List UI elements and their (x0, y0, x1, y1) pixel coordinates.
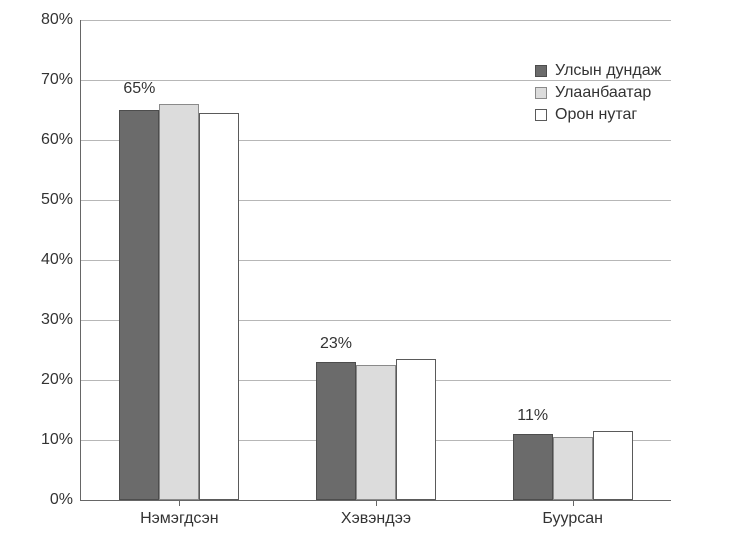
x-tick-label: Нэмэгдсэн (140, 500, 219, 528)
y-tick-label: 40% (41, 251, 81, 269)
y-tick-label: 60% (41, 131, 81, 149)
y-tick-label: 70% (41, 71, 81, 89)
data-label: 65% (123, 80, 155, 98)
y-tick-label: 10% (41, 431, 81, 449)
legend-item: Улаанбаатар (535, 84, 661, 102)
legend: Улсын дундаж Улаанбаатар Орон нутаг (535, 62, 661, 128)
bar (119, 110, 159, 500)
y-tick-label: 80% (41, 11, 81, 29)
legend-swatch (535, 87, 547, 99)
legend-label: Улаанбаатар (555, 84, 651, 102)
bar (199, 113, 239, 500)
bar (396, 359, 436, 500)
legend-label: Улсын дундаж (555, 62, 661, 80)
bar (593, 431, 633, 500)
legend-swatch (535, 109, 547, 121)
y-tick-label: 20% (41, 371, 81, 389)
chart-container: 0% 10% 20% 30% 40% 50% 60% 70% 80% Нэмэгдсэн Хэвэн… (0, 0, 749, 555)
legend-swatch (535, 65, 547, 77)
data-label: 23% (320, 335, 352, 353)
legend-label: Орон нутаг (555, 106, 637, 124)
legend-item: Орон нутаг (535, 106, 661, 124)
data-label: 11% (517, 407, 548, 425)
gridline (81, 20, 671, 21)
y-tick-label: 30% (41, 311, 81, 329)
bar (553, 437, 593, 500)
y-tick-label: 50% (41, 191, 81, 209)
bar (513, 434, 553, 500)
x-tick-label: Хэвэндээ (341, 500, 411, 528)
bar (356, 365, 396, 500)
y-tick-label: 0% (50, 491, 81, 509)
bar (159, 104, 199, 500)
x-tick-label: Буурсан (542, 500, 603, 528)
bar (316, 362, 356, 500)
legend-item: Улсын дундаж (535, 62, 661, 80)
